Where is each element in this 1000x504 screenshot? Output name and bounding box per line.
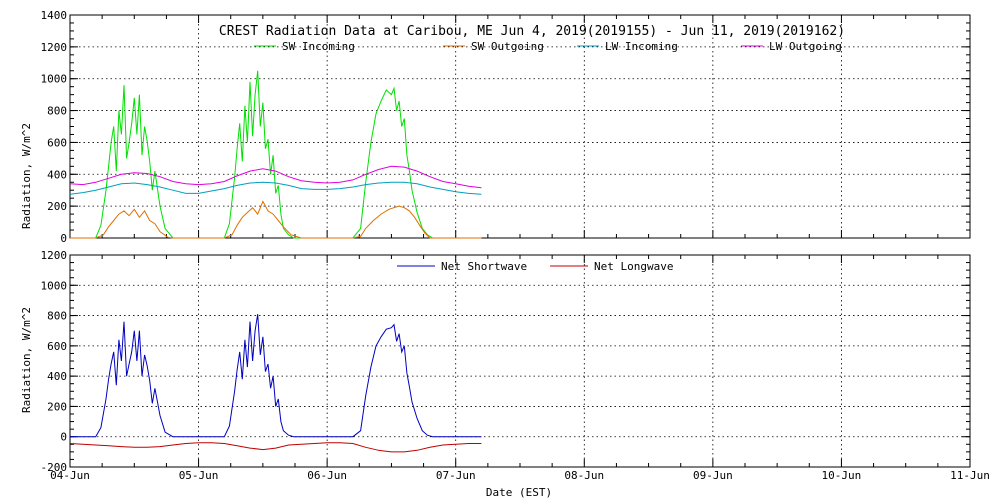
y-tick-label: 800	[47, 105, 67, 118]
y-tick-label: 1400	[41, 9, 68, 22]
y-tick-label: 1200	[41, 249, 68, 262]
y-tick-label: 800	[47, 310, 67, 323]
series-line-sw-incoming	[70, 70, 482, 239]
series-line-lw-outgoing	[69, 165, 482, 189]
plot-frame	[69, 14, 971, 239]
series-line-net-shortwave	[70, 314, 482, 438]
y-tick-label: -200	[41, 461, 68, 474]
y-tick-label: 200	[47, 200, 67, 213]
plot-frame	[69, 254, 971, 468]
series-line-lw-incoming	[69, 181, 482, 195]
y-tick-label: 200	[47, 400, 67, 413]
legend-label: SW Incoming	[282, 40, 355, 53]
y-tick-label: 1000	[41, 279, 68, 292]
series-line-net-longwave	[69, 442, 482, 453]
x-axis-label: Date (EST)	[486, 486, 552, 499]
x-tick-label: 07-Jun	[436, 469, 476, 482]
y-tick-label: 600	[47, 340, 67, 353]
y-tick-label: 400	[47, 168, 67, 181]
y-tick-label: 400	[47, 370, 67, 383]
series-line-sw-outgoing	[70, 200, 482, 239]
x-tick-label: 09-Jun	[693, 469, 733, 482]
x-tick-label: 11-Jun	[950, 469, 990, 482]
x-tick-label: 10-Jun	[822, 469, 862, 482]
top-y-axis-label: Radiation, W/m^2	[20, 123, 33, 229]
legend-label: LW Incoming	[605, 40, 678, 53]
legend-label: SW Outgoing	[471, 40, 544, 53]
x-tick-label: 05-Jun	[179, 469, 219, 482]
legend-label: Net Shortwave	[441, 260, 527, 273]
x-tick-label: 04-Jun	[50, 469, 90, 482]
x-tick-label: 06-Jun	[307, 469, 347, 482]
x-tick-label: 08-Jun	[564, 469, 604, 482]
bottom-y-axis-label: Radiation, W/m^2	[20, 307, 33, 413]
y-tick-label: 600	[47, 136, 67, 149]
legend-label: LW Outgoing	[769, 40, 842, 53]
legend-label: Net Longwave	[594, 260, 673, 273]
y-tick-label: 1000	[41, 73, 68, 86]
y-tick-label: 0	[60, 431, 67, 444]
y-tick-label: 0	[60, 232, 67, 245]
chart-title: CREST Radiation Data at Caribou, ME Jun …	[219, 24, 845, 39]
y-tick-label: 1200	[41, 41, 68, 54]
